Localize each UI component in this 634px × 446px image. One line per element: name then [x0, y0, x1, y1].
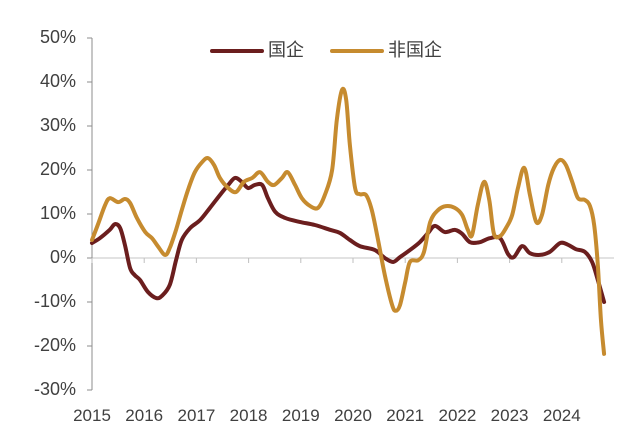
legend-item-non-soe: 非国企	[330, 40, 442, 60]
y-tick-label: 10%	[40, 203, 76, 223]
x-tick-label: 2019	[282, 406, 320, 425]
y-tick-label: -30%	[34, 379, 76, 399]
y-tick-label: 50%	[40, 27, 76, 47]
x-tick-label: 2021	[386, 406, 424, 425]
y-tick-label: -10%	[34, 291, 76, 311]
legend-label: 非国企	[388, 40, 442, 60]
x-tick-label: 2018	[230, 406, 268, 425]
x-tick-label: 2022	[438, 406, 476, 425]
series-line-non-soe	[90, 86, 607, 356]
y-tick-label: 40%	[40, 71, 76, 91]
x-tick-label: 2024	[543, 406, 581, 425]
x-tick-label: 2015	[73, 406, 111, 425]
x-tick-label: 2023	[491, 406, 529, 425]
y-tick-label: 0%	[50, 247, 76, 267]
legend: 国企 非国企	[210, 40, 442, 60]
y-tick-label: -20%	[34, 335, 76, 355]
legend-item-soe: 国企	[210, 40, 304, 60]
x-tick-label: 2017	[177, 406, 215, 425]
y-tick-label: 30%	[40, 115, 76, 135]
x-tick-label: 2020	[334, 406, 372, 425]
x-axis-ticks: 2015 2016 2017 2018 2019 2020 2021 2022 2023 2024	[73, 258, 581, 425]
legend-label: 国企	[268, 40, 304, 60]
series-line-soe	[90, 175, 607, 304]
series-lines	[90, 86, 607, 356]
y-tick-label: 20%	[40, 159, 76, 179]
y-axis-ticks: 50% 40% 30% 20% 10% 0% -10% -20% -30%	[34, 27, 92, 399]
x-tick-label: 2016	[125, 406, 163, 425]
